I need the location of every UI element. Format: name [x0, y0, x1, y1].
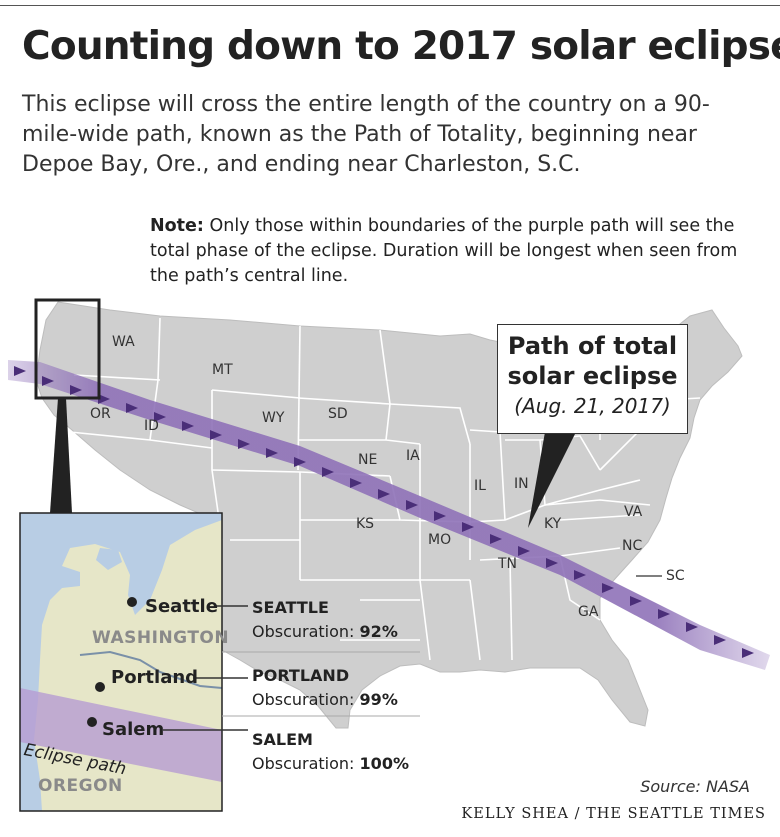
- callout-date: (Aug. 21, 2017): [514, 394, 671, 418]
- state-label-sc: SC: [666, 568, 685, 584]
- state-label-ga: GA: [578, 604, 599, 620]
- state-label-ne: NE: [358, 452, 378, 468]
- note-label: Note:: [150, 216, 204, 236]
- page-subtitle: This eclipse will cross the entire lengt…: [22, 92, 710, 177]
- state-label-in: IN: [514, 476, 529, 492]
- state-label-or: OR: [90, 406, 111, 422]
- state-label-mo: MO: [428, 532, 452, 548]
- obscuration-portland: PORTLAND Obscuration: 99%: [252, 664, 398, 712]
- inset-map: [20, 513, 222, 811]
- state-label-ky: KY: [544, 516, 562, 532]
- state-label-il: IL: [474, 478, 486, 494]
- callout-pointer: [528, 432, 576, 528]
- page-title: Counting down to 2017 solar eclipse: [22, 24, 780, 69]
- obscuration-label: Obscuration:: [252, 690, 355, 709]
- obscuration-value: 92%: [359, 622, 398, 641]
- obscuration-dividers: [222, 651, 420, 717]
- eclipse-path-band: [8, 360, 770, 670]
- obscuration-city: SEATTLE: [252, 598, 329, 617]
- state-label-mt: MT: [212, 362, 233, 378]
- callout-line-1: Path of total: [507, 332, 678, 360]
- graphic-credit: KELLY SHEA / THE SEATTLE TIMES: [461, 806, 766, 822]
- inset-city-salem: Salem: [102, 719, 165, 740]
- note-text: Only those within boundaries of the purp…: [150, 216, 738, 286]
- inset-city-portland: Portland: [111, 667, 199, 688]
- state-label-tn: TN: [498, 556, 518, 572]
- eclipse-centerline: [14, 366, 754, 658]
- obscuration-value: 99%: [359, 690, 398, 709]
- obscuration-salem: SALEM Obscuration: 100%: [252, 728, 409, 776]
- inset-region-oregon: OREGON: [38, 776, 123, 796]
- inset-connector: [50, 398, 72, 513]
- top-rule: [0, 5, 780, 6]
- obscuration-seattle: SEATTLE Obscuration: 92%: [252, 596, 398, 644]
- state-label-sd: SD: [328, 406, 348, 422]
- obscuration-city: PORTLAND: [252, 666, 350, 685]
- inset-region-washington: WASHINGTON: [92, 628, 230, 648]
- state-label-ia: IA: [406, 448, 420, 464]
- obscuration-leaders: [163, 605, 248, 731]
- map-note: Note: Only those within boundaries of th…: [150, 214, 760, 289]
- callout-line-2: solar eclipse: [507, 362, 678, 390]
- obscuration-label: Obscuration:: [252, 754, 355, 773]
- obscuration-city: SALEM: [252, 730, 313, 749]
- inset-city-seattle: Seattle: [145, 596, 218, 617]
- inset-locator-box: [34, 298, 101, 400]
- state-label-wy: WY: [262, 410, 285, 426]
- state-label-va: VA: [624, 504, 643, 520]
- obscuration-value: 100%: [359, 754, 409, 773]
- state-label-wa: WA: [112, 334, 135, 350]
- state-label-id: ID: [144, 418, 159, 434]
- source-note: Source: NASA: [640, 777, 750, 796]
- path-callout: Path of total solar eclipse (Aug. 21, 20…: [497, 324, 688, 434]
- state-label-ks: KS: [356, 516, 375, 532]
- obscuration-label: Obscuration:: [252, 622, 355, 641]
- state-label-nc: NC: [622, 538, 643, 554]
